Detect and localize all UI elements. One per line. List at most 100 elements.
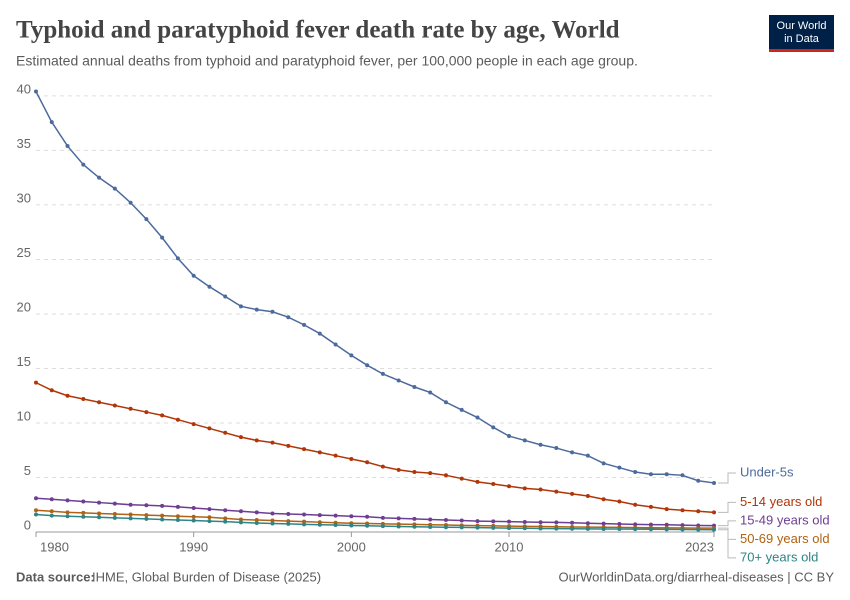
data-point	[286, 519, 291, 524]
series-line	[35, 509, 715, 529]
data-point	[601, 461, 606, 466]
data-point	[522, 526, 527, 531]
data-point	[570, 526, 575, 531]
data-point	[302, 522, 307, 527]
data-point	[507, 526, 512, 531]
data-point	[34, 512, 38, 517]
data-point	[286, 521, 291, 526]
data-point	[380, 515, 385, 520]
y-tick-label: 10	[17, 408, 31, 423]
data-point	[317, 450, 322, 455]
data-point	[680, 473, 685, 478]
data-point	[585, 494, 590, 499]
data-point	[286, 443, 291, 448]
data-point	[648, 472, 653, 477]
data-point	[522, 438, 527, 443]
data-point	[475, 525, 480, 530]
data-point	[585, 526, 590, 531]
data-point	[333, 342, 338, 347]
data-point	[144, 513, 149, 518]
data-point	[270, 518, 275, 523]
y-tick-label: 35	[17, 136, 31, 151]
data-point	[254, 518, 259, 523]
data-point	[97, 511, 102, 516]
data-point	[396, 467, 401, 472]
data-point	[238, 435, 243, 440]
x-tick-label: 1980	[40, 539, 69, 554]
y-tick-label: 20	[17, 299, 31, 314]
x-tick-label: 1990	[179, 539, 208, 554]
data-point	[81, 514, 86, 519]
data-point	[538, 442, 543, 447]
data-point	[175, 514, 180, 519]
y-tick-label: 5	[24, 463, 31, 478]
series-line	[35, 497, 715, 527]
data-point	[601, 521, 606, 526]
label-connector	[718, 501, 736, 513]
data-point	[34, 508, 38, 513]
y-tick-label: 40	[17, 81, 31, 96]
data-point	[144, 503, 149, 508]
data-point	[160, 503, 165, 508]
data-point	[223, 508, 228, 513]
data-point	[270, 440, 275, 445]
data-point	[443, 400, 448, 405]
y-tick-label: 25	[17, 245, 31, 260]
data-point	[712, 510, 716, 515]
data-point	[491, 482, 496, 487]
data-point	[696, 527, 701, 532]
data-point	[191, 514, 196, 519]
data-point	[380, 464, 385, 469]
data-point	[254, 510, 259, 515]
y-tick-label: 30	[17, 190, 31, 205]
data-point	[585, 453, 590, 458]
data-point	[81, 499, 86, 504]
data-point	[34, 89, 38, 94]
data-point	[349, 514, 354, 519]
data-point	[380, 524, 385, 529]
data-point	[175, 518, 180, 523]
data-point	[412, 384, 417, 389]
data-point	[254, 521, 259, 526]
data-point	[317, 513, 322, 518]
label-connector	[718, 520, 736, 527]
data-point	[191, 273, 196, 278]
source-text: IHME, Global Burden of Disease (2025)	[92, 569, 321, 584]
data-point	[459, 518, 464, 523]
data-point	[459, 407, 464, 412]
data-point	[601, 526, 606, 531]
legend-label: 50-69 years old	[740, 531, 830, 546]
data-point	[160, 235, 165, 240]
data-point	[633, 522, 638, 527]
y-tick-label: 15	[17, 354, 31, 369]
data-point	[522, 519, 527, 524]
data-point	[254, 307, 259, 312]
data-point	[128, 406, 133, 411]
data-point	[585, 521, 590, 526]
data-point	[365, 363, 370, 368]
x-tick-label: 2023	[685, 539, 714, 554]
data-point	[380, 371, 385, 376]
data-point	[81, 510, 86, 515]
data-point	[412, 470, 417, 475]
data-point	[459, 525, 464, 530]
data-point	[491, 425, 496, 430]
data-point	[175, 504, 180, 509]
data-point	[680, 508, 685, 513]
data-point	[160, 513, 165, 518]
label-connector	[718, 529, 736, 559]
series-line	[35, 91, 715, 484]
data-point	[223, 519, 228, 524]
data-point	[65, 510, 70, 515]
data-point	[81, 162, 86, 167]
data-point	[65, 144, 70, 149]
data-point	[648, 522, 653, 527]
data-point	[317, 522, 322, 527]
data-point	[648, 527, 653, 532]
data-point	[207, 515, 212, 520]
data-point	[365, 523, 370, 528]
data-point	[160, 517, 165, 522]
data-point	[396, 378, 401, 383]
source-url[interactable]: OurWorldinData.org/diarrheal-diseases | …	[558, 569, 834, 584]
